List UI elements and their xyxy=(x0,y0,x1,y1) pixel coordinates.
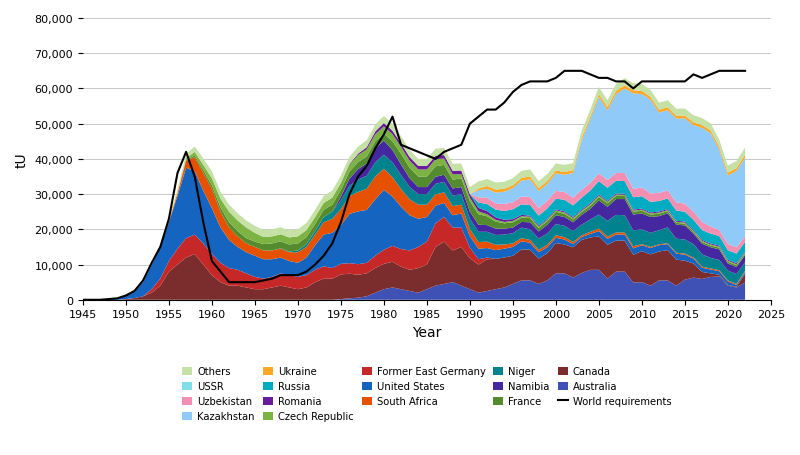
Y-axis label: tU: tU xyxy=(15,152,29,167)
X-axis label: Year: Year xyxy=(412,325,442,339)
Legend: Others, USSR, Uzbekistan, Kazakhstan, Ukraine, Russia, Romania, Czech Republic, : Others, USSR, Uzbekistan, Kazakhstan, Uk… xyxy=(178,361,677,426)
